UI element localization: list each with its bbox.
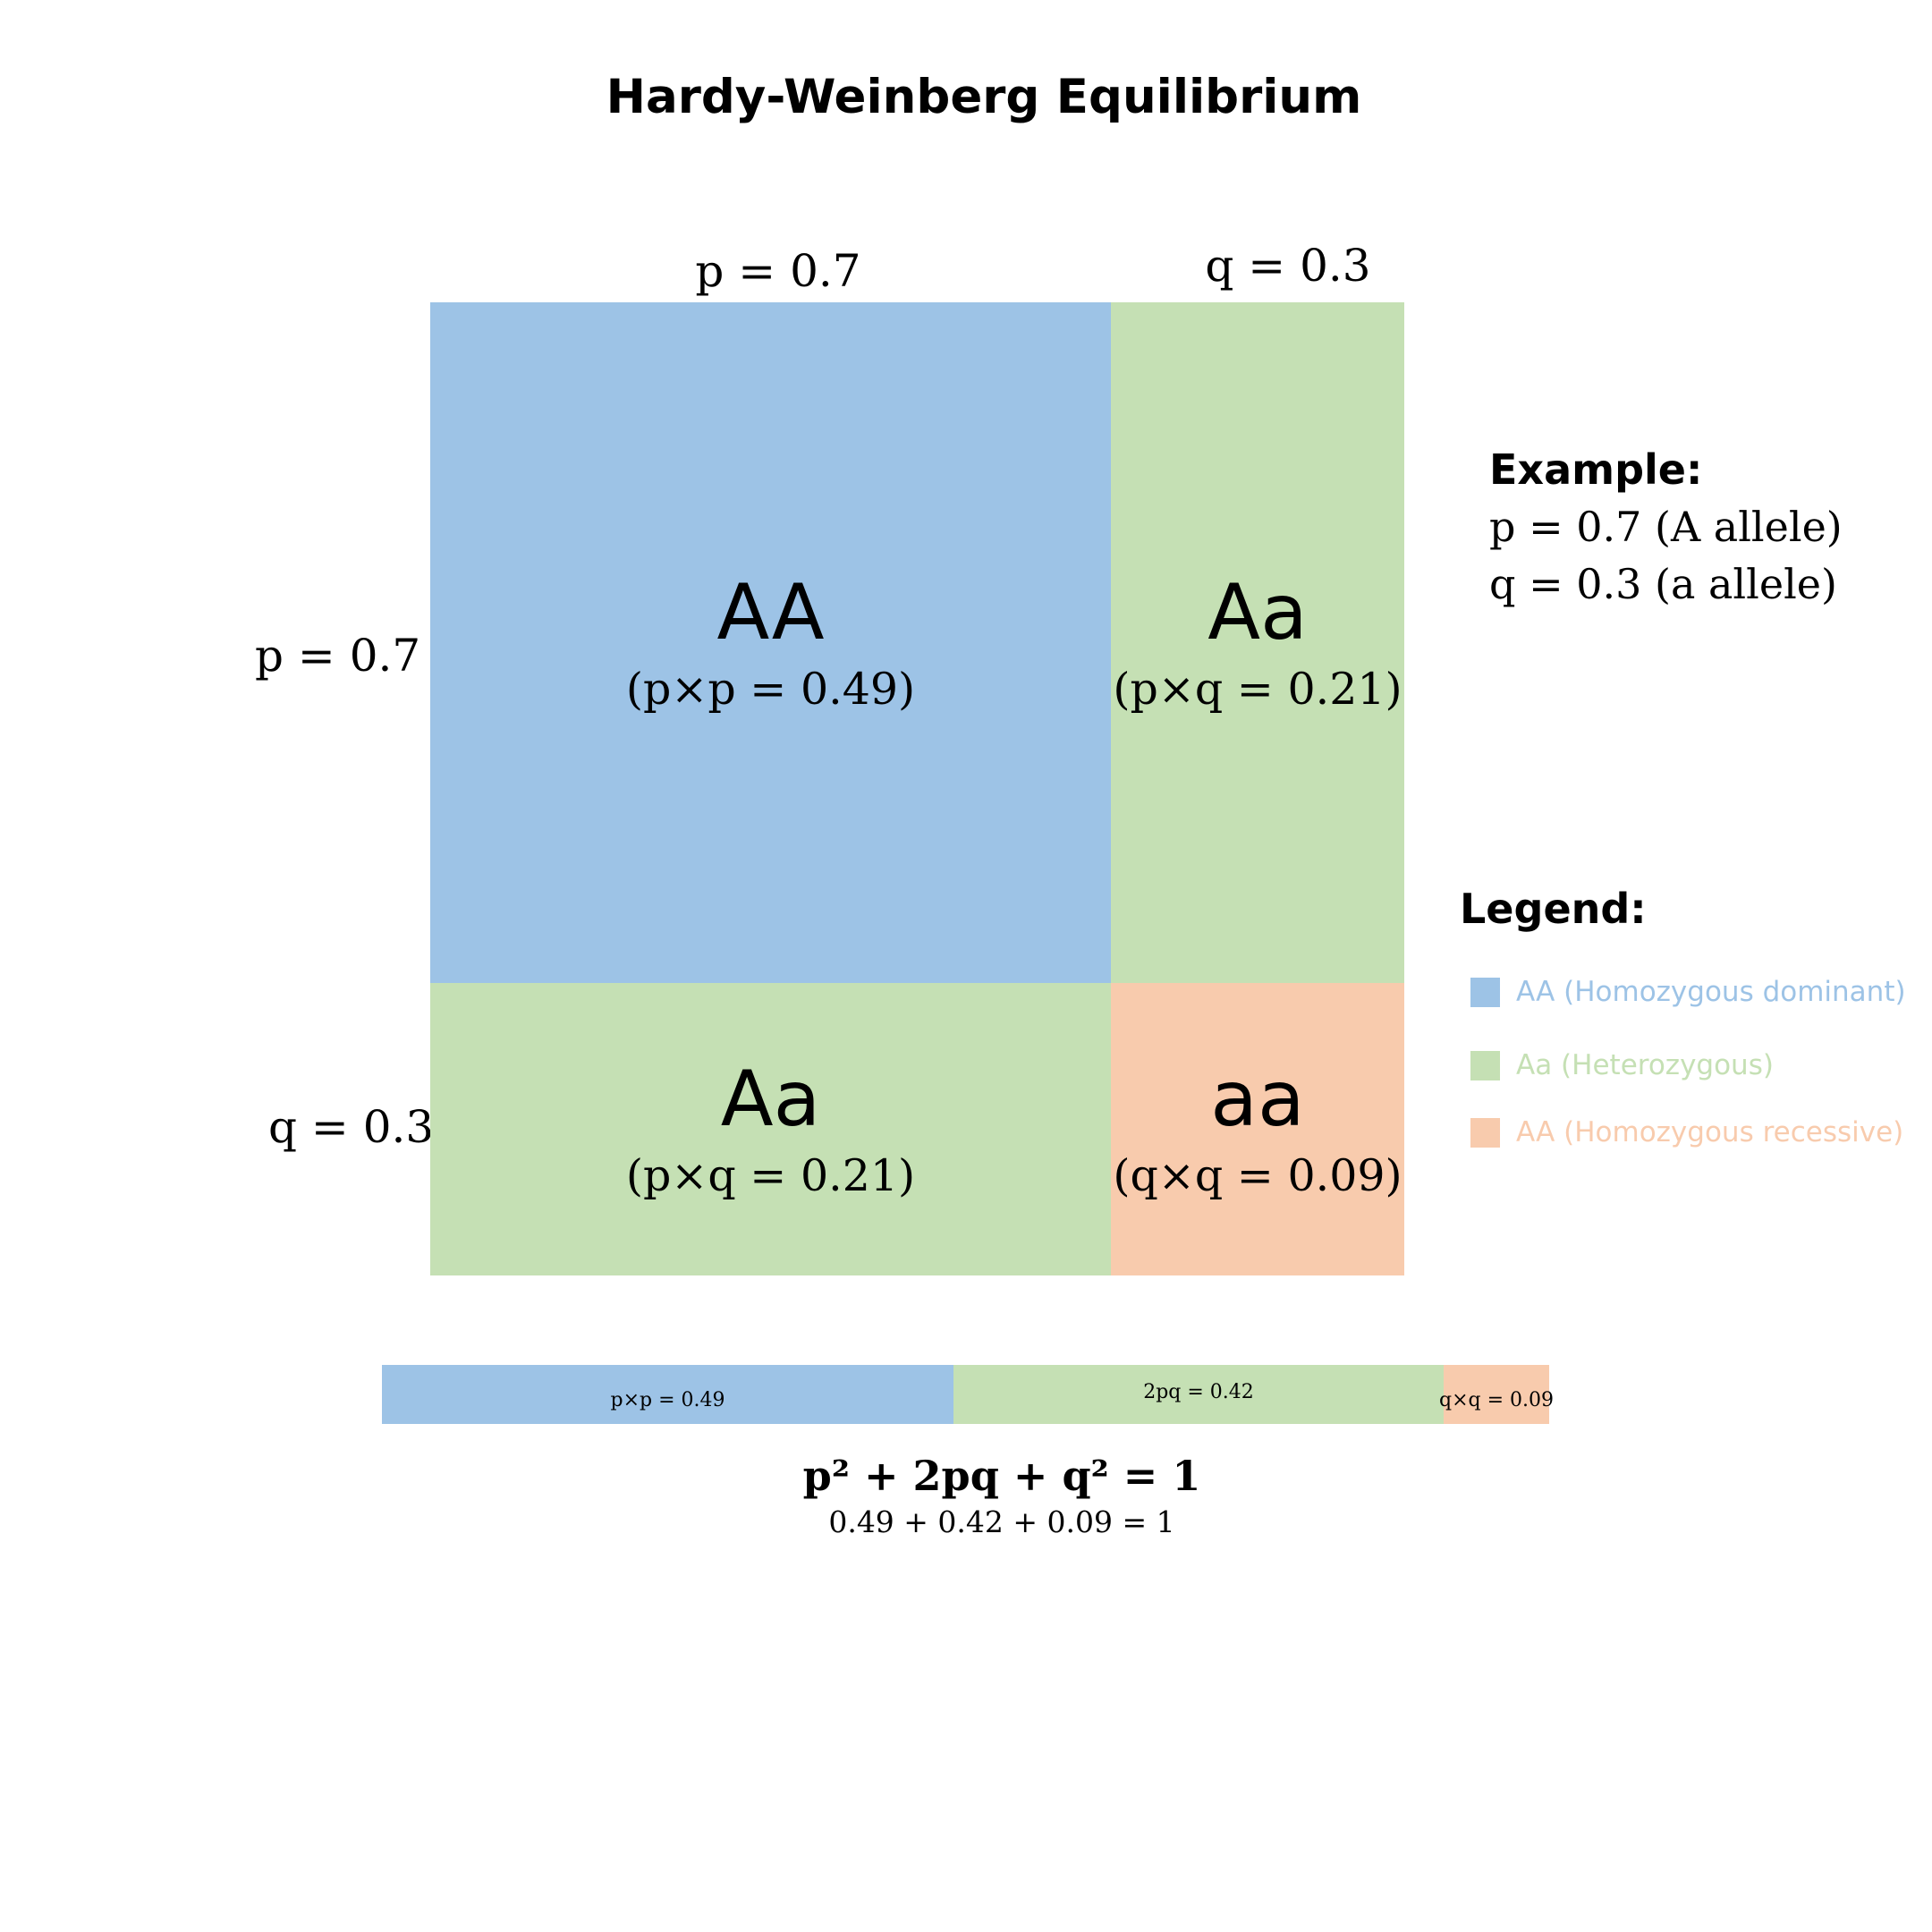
cell-aa-formula: (q×q = 0.09) [1113, 1150, 1402, 1201]
proportion-bar: p×p = 0.49 2pq = 0.42 q×q = 0.09 [382, 1365, 1554, 1424]
left-p-label: p = 0.7 [255, 630, 421, 682]
legend-label: AA (Homozygous dominant) [1516, 976, 1906, 1008]
cell-AA-formula: (p×p = 0.49) [625, 664, 916, 715]
bar-segment-label: p×p = 0.49 [610, 1388, 725, 1411]
legend-heading: Legend: [1460, 885, 1647, 933]
top-p-label: p = 0.7 [695, 245, 861, 297]
example-line-q: q = 0.3 (a allele) [1489, 560, 1837, 608]
cell-AA-genotype: AA [716, 568, 825, 657]
cell-Aa-bottom-left: Aa (p×q = 0.21) [430, 983, 1111, 1275]
equation-values: 0.49 + 0.42 + 0.09 = 1 [828, 1504, 1175, 1539]
example-line-p: p = 0.7 (A allele) [1489, 503, 1843, 551]
hardy-weinberg-equation: p² + 2pq + q² = 1 [802, 1452, 1201, 1500]
example-heading: Example: [1489, 445, 1703, 494]
legend-item-heterozygous: Aa (Heterozygous) [1470, 1051, 1774, 1080]
legend-item-homozygous-recessive: AA (Homozygous recessive) [1470, 1118, 1903, 1148]
legend-item-homozygous-dominant: AA (Homozygous dominant) [1470, 978, 1906, 1007]
legend-label: Aa (Heterozygous) [1516, 1049, 1774, 1081]
legend-swatch-green [1470, 1051, 1500, 1080]
cell-Aa-top-right-formula: (p×q = 0.21) [1113, 664, 1402, 715]
top-q-label: q = 0.3 [1205, 240, 1371, 292]
cell-aa: aa (q×q = 0.09) [1111, 983, 1404, 1275]
bar-segment-homozygous-recessive: q×q = 0.09 [1439, 1365, 1554, 1424]
bar-segment-label: 2pq = 0.42 [1143, 1380, 1254, 1403]
cell-Aa-top-right-genotype: Aa [1208, 568, 1308, 657]
bar-segment-heterozygous: 2pq = 0.42 [953, 1365, 1444, 1424]
cell-Aa-bottom-left-formula: (p×q = 0.21) [625, 1150, 916, 1201]
legend-swatch-blue [1470, 978, 1500, 1007]
cell-AA: AA (p×p = 0.49) [430, 302, 1111, 983]
bar-segment-label: q×q = 0.09 [1439, 1388, 1555, 1411]
cell-Aa-top-right: Aa (p×q = 0.21) [1111, 302, 1404, 983]
left-q-label: q = 0.3 [268, 1101, 435, 1153]
cell-aa-genotype: aa [1210, 1055, 1305, 1144]
legend-swatch-orange [1470, 1118, 1500, 1148]
legend-label: AA (Homozygous recessive) [1516, 1116, 1904, 1148]
bar-segment-homozygous-dominant: p×p = 0.49 [382, 1365, 953, 1424]
diagram-title: Hardy-Weinberg Equilibrium [606, 70, 1362, 124]
cell-Aa-bottom-left-genotype: Aa [720, 1055, 821, 1144]
